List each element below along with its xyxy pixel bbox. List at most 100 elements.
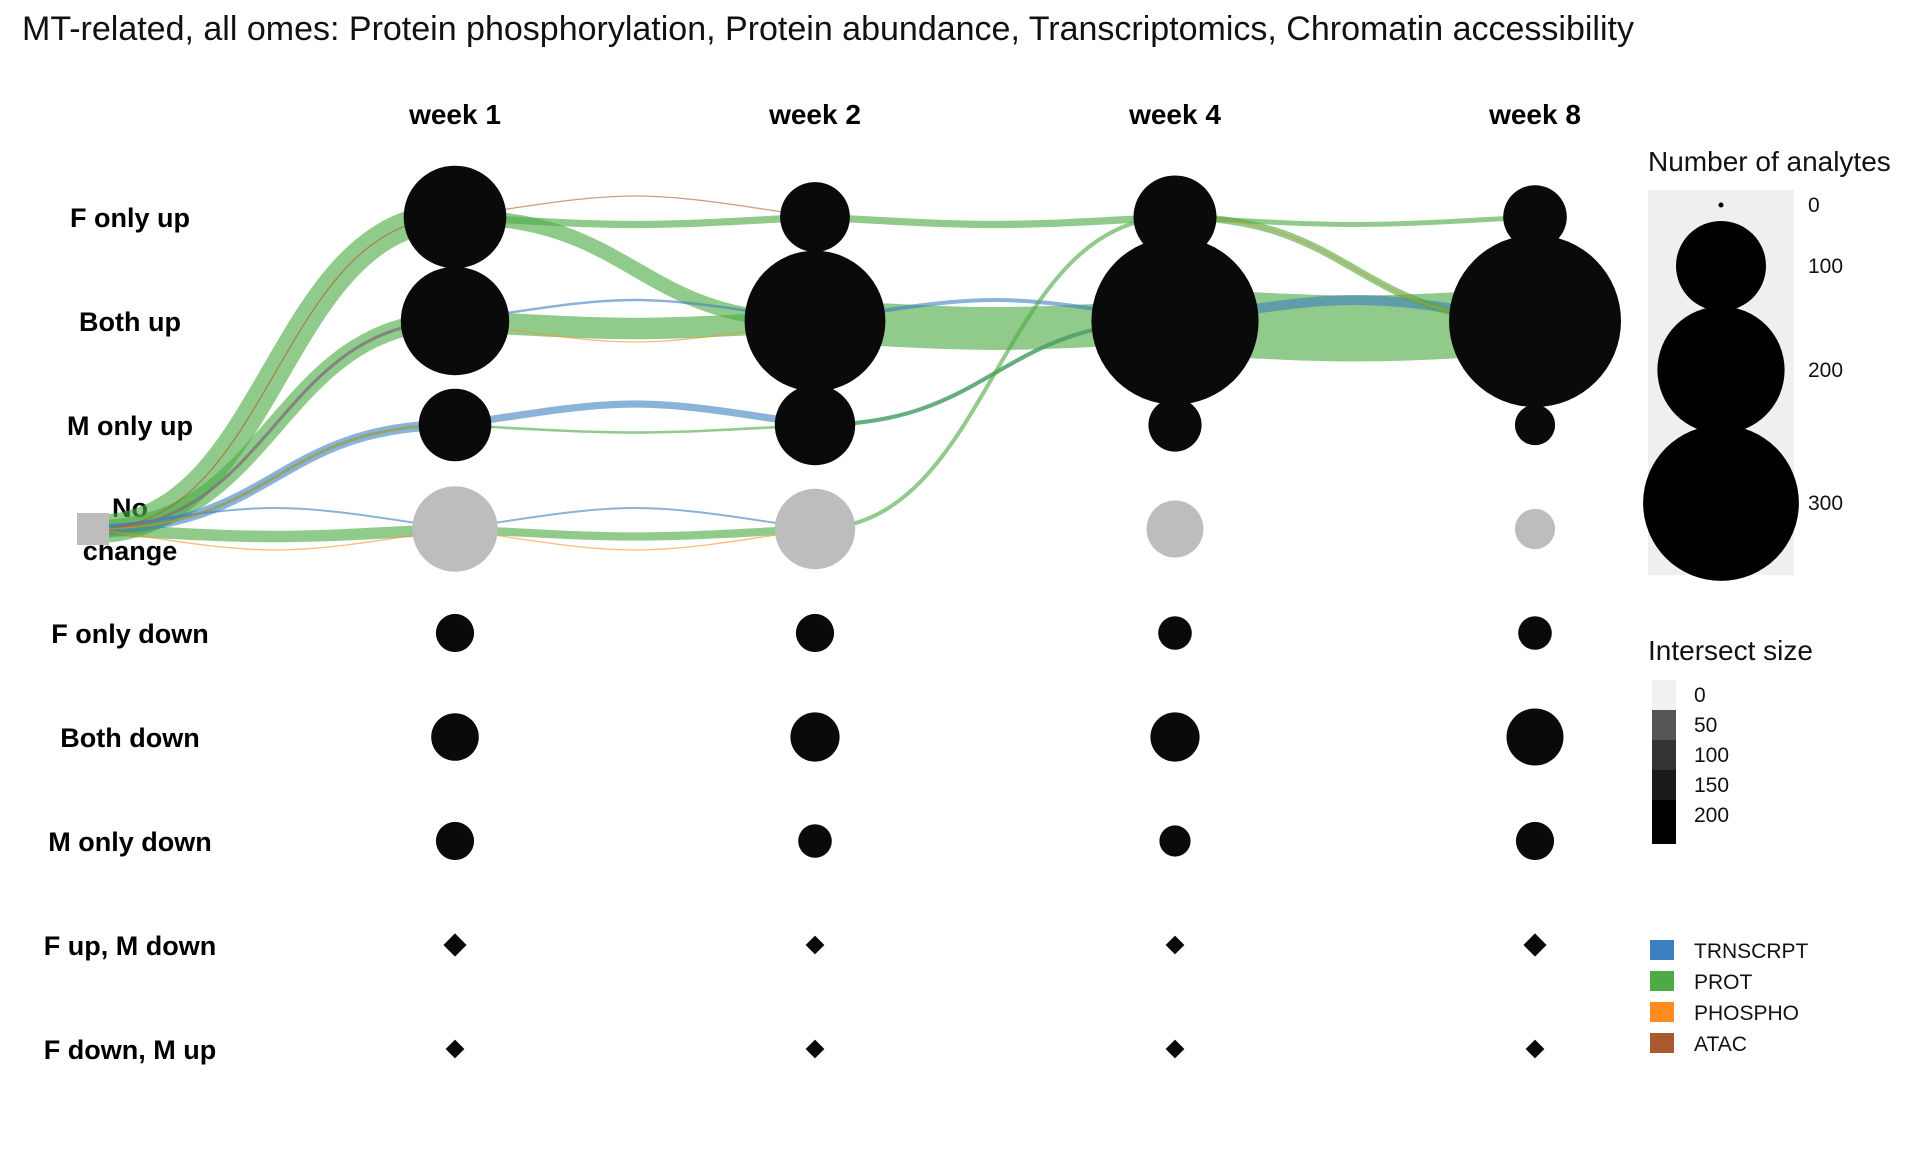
node-f-only-down-week-8	[1518, 616, 1552, 650]
legend-intersect-size: Intersect size 0 50 100 150 200	[1648, 635, 1813, 844]
node-m-only-up-week-8	[1514, 404, 1556, 446]
state-labels: F only up Both up M only up F only down Both…	[44, 203, 216, 1065]
legend-size-circle-100	[1676, 221, 1766, 311]
flow-atac-30	[454, 195, 816, 218]
legend-size-label-0: 0	[1808, 194, 1820, 217]
node-m-only-up-week-2	[774, 384, 856, 466]
chart-title: MT-related, all omes: Protein phosphoryl…	[22, 10, 1634, 48]
flow-trnscrpt-11	[454, 400, 816, 429]
node-both-up-week-4	[1091, 237, 1259, 405]
legend-ome-label-atac: ATAC	[1694, 1033, 1747, 1056]
state-label-both-down: Both down	[60, 723, 199, 753]
state-label-both-up: Both up	[79, 307, 181, 337]
legend-size-circle-300	[1643, 425, 1799, 581]
node-f-only-up-week-2	[780, 182, 850, 252]
legend-ome-label-prot: PROT	[1694, 971, 1753, 994]
legend-intersect-title: Intersect size	[1648, 635, 1813, 666]
legend-size-circle-0	[1718, 202, 1724, 208]
node-m-only-up-week-4	[1148, 398, 1202, 452]
legend-size-label-300: 300	[1808, 492, 1843, 515]
flow-phospho-26	[94, 528, 456, 551]
node-no-change-week-8	[1514, 508, 1556, 550]
legend-intersect-swatch-100	[1652, 740, 1676, 770]
legend-ome-swatch-prot	[1650, 971, 1674, 991]
start-node-no-change	[77, 513, 109, 545]
node-f-only-up-week-4	[1133, 175, 1217, 259]
week-labels: week 1 week 2 week 4 week 8	[408, 99, 1581, 130]
week-label-week-1: week 1	[408, 99, 501, 130]
node-f-down-m-up-week-1	[445, 1039, 465, 1059]
node-no-change-week-4	[1146, 500, 1204, 558]
flow-phospho-27	[454, 528, 816, 551]
node-both-up-week-8	[1449, 235, 1621, 407]
flow-prot-14	[1174, 214, 1536, 227]
legend-intersect-label-200: 200	[1694, 804, 1729, 827]
node-both-down-week-8	[1506, 708, 1564, 766]
legend-intersect-swatch-200	[1652, 800, 1676, 844]
flow-phospho-33	[94, 424, 456, 530]
legend-ome-swatch-trnscrpt	[1650, 940, 1674, 960]
node-m-only-down-week-1	[435, 821, 475, 861]
week-label-week-8: week 8	[1488, 99, 1581, 130]
node-both-down-week-4	[1150, 712, 1200, 762]
node-f-down-m-up-week-2	[805, 1039, 825, 1059]
flow-prot-10	[454, 213, 816, 229]
legend-size-label-100: 100	[1808, 255, 1843, 278]
legend-size-title: Number of analytes	[1648, 146, 1891, 177]
legend-ome-label-phospho: PHOSPHO	[1694, 1002, 1799, 1025]
node-no-change-week-1	[412, 486, 498, 572]
flow-atac-25	[94, 216, 456, 530]
node-m-only-down-week-2	[798, 824, 832, 858]
legend-number-of-analytes: Number of analytes 0 100 200 300	[1643, 146, 1891, 581]
legend-intersect-label-150: 150	[1694, 774, 1729, 797]
state-label-f-down-m-up: F down, M up	[44, 1035, 216, 1065]
flow-trnscrpt-24	[454, 507, 816, 530]
legend-size-circle-200	[1657, 306, 1785, 434]
state-label-f-up-m-down: F up, M down	[44, 931, 216, 961]
node-f-only-down-week-4	[1158, 616, 1192, 650]
legend-ome-label-trnscrpt: TRNSCRPT	[1694, 940, 1809, 963]
legend-intersect-label-50: 50	[1694, 714, 1717, 737]
legend-intersect-label-100: 100	[1694, 744, 1729, 767]
node-m-only-down-week-8	[1515, 821, 1555, 861]
node-m-only-up-week-1	[418, 388, 492, 462]
node-both-down-week-2	[790, 712, 840, 762]
state-label-m-only-up: M only up	[67, 411, 193, 441]
node-f-up-m-down-week-4	[1165, 935, 1185, 955]
legend-ome-swatch-atac	[1650, 1033, 1674, 1053]
node-f-down-m-up-week-4	[1165, 1039, 1185, 1059]
node-both-up-week-2	[744, 250, 886, 392]
legend-size-label-200: 200	[1808, 359, 1843, 382]
node-m-only-down-week-4	[1159, 825, 1191, 857]
legend-intersect-swatch-0	[1652, 680, 1676, 710]
node-no-change-week-2	[774, 488, 856, 570]
legend-intersect-label-0: 0	[1694, 684, 1706, 707]
node-f-up-m-down-week-1	[443, 933, 467, 957]
node-f-only-up-week-1	[403, 165, 507, 269]
state-label-f-only-down: F only down	[51, 619, 208, 649]
flow-prot-6	[94, 523, 456, 543]
state-label-m-only-down: M only down	[48, 827, 211, 857]
node-f-only-down-week-1	[435, 613, 475, 653]
flow-prot-18	[814, 215, 1176, 531]
week-label-week-2: week 2	[768, 99, 861, 130]
node-both-down-week-1	[431, 713, 479, 761]
legend-intersect-swatch-150	[1652, 770, 1676, 800]
state-label-f-only-up: F only up	[70, 203, 190, 233]
flow-prot-22	[454, 423, 816, 434]
flow-atac-29	[94, 320, 456, 530]
node-f-down-m-up-week-8	[1525, 1039, 1545, 1059]
week-label-week-4: week 4	[1128, 99, 1221, 130]
legend-ome-swatch-phospho	[1650, 1002, 1674, 1022]
node-both-up-week-1	[400, 266, 510, 376]
flow-prot-12	[814, 213, 1176, 229]
node-f-only-down-week-2	[795, 613, 835, 653]
node-f-up-m-down-week-2	[805, 935, 825, 955]
legend-omes: TRNSCRPT PROT PHOSPHO ATAC	[1650, 940, 1809, 1056]
node-f-up-m-down-week-8	[1523, 933, 1547, 957]
flow-prot-9	[454, 524, 816, 541]
legend-intersect-swatch-50	[1652, 710, 1676, 740]
node-f-only-up-week-8	[1503, 185, 1567, 249]
state-nodes	[77, 165, 1621, 1059]
